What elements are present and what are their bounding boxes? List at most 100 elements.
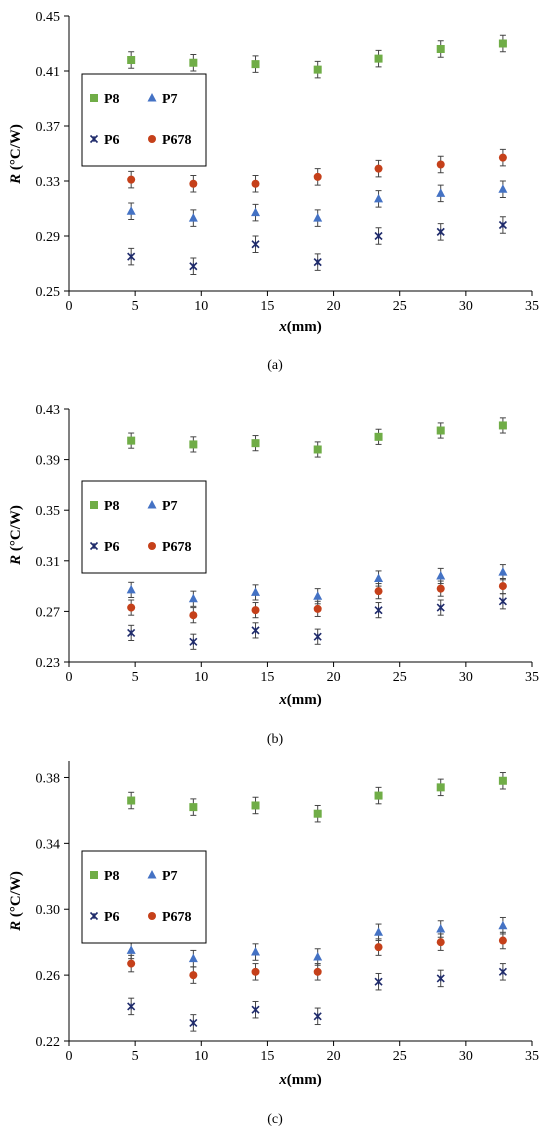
y-tick-label: 0.25 (36, 285, 61, 300)
legend-label-p678: P678 (162, 910, 192, 925)
data-point-p6 (189, 637, 198, 646)
data-point-p678 (189, 179, 198, 188)
legend-label-p678: P678 (162, 133, 192, 148)
x-tick-label: 5 (132, 1049, 139, 1064)
data-point-p8 (189, 58, 198, 67)
data-point-p8 (374, 54, 383, 63)
legend: P8 P7 P6 P678 (81, 480, 207, 574)
legend-marker-p678 (148, 912, 156, 920)
data-point-p6 (313, 258, 322, 267)
y-tick-label: 0.39 (36, 454, 61, 469)
legend-label-p7: P7 (162, 499, 178, 514)
data-point-p6 (374, 231, 383, 241)
legend-marker-p6 (89, 541, 99, 551)
data-point-p7 (498, 567, 508, 576)
series-p678 (127, 578, 507, 624)
y-tick-label: 0.31 (36, 555, 61, 570)
x-tick-label: 0 (66, 1049, 73, 1064)
series-p6 (127, 963, 507, 1032)
legend-box (81, 850, 207, 944)
data-point-p678 (374, 164, 383, 173)
legend-marker-p8 (90, 501, 98, 509)
y-tick-label: 0.41 (36, 65, 61, 80)
x-axis-title: x(mm) (278, 1072, 321, 1088)
x-tick-label: 15 (260, 670, 274, 685)
data-point-p7 (188, 213, 198, 222)
data-point-p6 (436, 603, 445, 612)
series-p8 (127, 772, 507, 823)
data-point-p7 (313, 213, 323, 222)
data-point-p7 (126, 945, 136, 954)
legend-marker-p7 (147, 500, 157, 509)
x-tick-label: 25 (393, 670, 407, 685)
x-tick-label: 20 (327, 670, 341, 685)
x-tick-label: 25 (393, 1049, 407, 1064)
data-point-p7 (126, 206, 136, 215)
x-tick-label: 35 (525, 670, 539, 685)
y-tick-label: 0.35 (36, 504, 61, 519)
data-point-p6 (251, 626, 260, 635)
data-point-p8 (374, 791, 383, 800)
data-point-p8 (374, 432, 383, 441)
data-point-p678 (313, 967, 322, 976)
legend-marker-p6 (89, 911, 99, 921)
data-point-p6 (251, 240, 260, 249)
legend-label-p8: P8 (104, 92, 120, 107)
x-tick-label: 30 (459, 1049, 473, 1064)
x-tick-label: 10 (194, 670, 208, 685)
data-point-p8 (127, 796, 136, 805)
x-tick-label: 20 (327, 299, 341, 314)
series-p8 (127, 417, 507, 458)
data-point-p8 (127, 436, 136, 445)
data-point-p678 (127, 175, 136, 184)
y-tick-label: 0.26 (36, 969, 61, 984)
chart-panel-3: 0.22 0.26 0.30 0.34 0.38 0 5 10 15 20 25 30 35 x(mm) R… (8, 761, 539, 1127)
x-tick-label: 15 (260, 299, 274, 314)
x-tick-label: 30 (459, 670, 473, 685)
legend-label-p6: P6 (104, 133, 120, 148)
y-tick-label: 0.37 (36, 120, 61, 135)
data-point-p6 (498, 597, 507, 606)
data-point-p6 (127, 252, 136, 261)
data-point-p678 (251, 606, 260, 615)
legend-marker-p7 (147, 93, 157, 102)
y-tick-label: 0.27 (36, 605, 61, 620)
legend-label-p7: P7 (162, 92, 178, 107)
x-tick-label: 0 (66, 670, 73, 685)
y-axis-title: R (°C/W) (8, 124, 24, 185)
data-point-p6 (436, 227, 445, 236)
legend-marker-p7 (147, 870, 157, 879)
data-point-p8 (436, 45, 445, 53)
legend-marker-p6 (89, 134, 99, 144)
series-p7 (126, 180, 508, 227)
data-point-p8 (498, 776, 507, 785)
data-point-p8 (313, 65, 322, 74)
x-tick-label: 30 (459, 299, 473, 314)
x-axis-title: x(mm) (278, 692, 321, 708)
data-point-p7 (313, 952, 323, 961)
data-point-p6 (436, 974, 445, 983)
panel-caption: (b) (267, 732, 284, 747)
data-point-p678 (313, 172, 322, 181)
data-point-p7 (251, 207, 261, 217)
y-tick-label: 0.23 (36, 656, 61, 671)
data-point-p7 (313, 591, 323, 600)
legend-label-p678: P678 (162, 540, 192, 555)
data-point-p678 (189, 611, 198, 620)
data-point-p678 (498, 582, 507, 591)
data-point-p6 (127, 1002, 136, 1011)
data-point-p7 (436, 188, 446, 197)
legend: P8 P7 P6 P678 (81, 850, 207, 944)
data-point-p678 (436, 584, 445, 593)
data-point-p678 (436, 938, 445, 947)
legend-label-p6: P6 (104, 910, 120, 925)
x-tick-label: 35 (525, 299, 539, 314)
data-point-p8 (189, 440, 198, 449)
series-p678 (127, 148, 507, 193)
y-axis-title: R (°C/W) (8, 505, 24, 566)
data-point-p6 (189, 262, 198, 271)
series-p678 (127, 931, 507, 984)
data-point-p7 (251, 947, 261, 956)
legend-box (81, 480, 207, 574)
